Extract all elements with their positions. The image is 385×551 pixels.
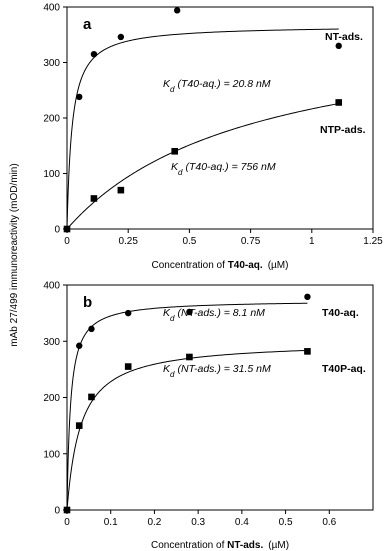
panel-label-b: b bbox=[83, 294, 92, 311]
data-point-t40-aq bbox=[88, 325, 95, 333]
fit-curve-ntp-ads bbox=[66, 103, 339, 230]
x-tick-label: 1.25 bbox=[363, 236, 383, 247]
data-point-ntp-ads bbox=[90, 195, 98, 202]
data-point-ntp-ads bbox=[63, 225, 71, 233]
y-tick-label: 0 bbox=[54, 506, 60, 517]
data-point-nt-ads bbox=[173, 7, 181, 14]
data-point-t40p-aq bbox=[304, 348, 311, 355]
y-ticks-b: 0 100 200 300 400 bbox=[43, 281, 67, 517]
series-label-t40-aq: T40-aq. bbox=[322, 307, 359, 319]
x-tick-label: 0.3 bbox=[191, 517, 205, 528]
series-label-t40p-aq: T40P-aq. bbox=[322, 363, 366, 375]
y-tick-label: 300 bbox=[43, 58, 60, 69]
data-point-t40p-aq bbox=[124, 363, 132, 370]
data-point-t40-aq bbox=[304, 293, 311, 301]
y-tick-label: 200 bbox=[43, 114, 60, 125]
kd-annotation-t40-aq: Kd (NT-ads.) = 8.1 nM bbox=[163, 307, 265, 323]
x-tick-label: 0.6 bbox=[322, 517, 336, 528]
y-axis-label: mAb 27/499 immunoreactivity (mOD/min) bbox=[9, 163, 20, 346]
y-tick-label: 200 bbox=[43, 393, 60, 404]
kd-annotation-ntp-ads: Kd (T40-aq.) = 756 nM bbox=[171, 161, 276, 177]
data-point-t40p-aq bbox=[88, 393, 95, 401]
panel-b: b 0 100 200 300 400 0 0.1 0.2 0.3 0.4 0.5 0.6 T40-… bbox=[43, 281, 374, 551]
data-point-t40-aq bbox=[76, 342, 83, 349]
y-tick-label: 300 bbox=[43, 337, 60, 348]
y-ticks-a: 0 100 200 300 400 bbox=[43, 3, 67, 236]
x-tick-label: 0.25 bbox=[118, 236, 138, 247]
data-point-t40p-aq bbox=[186, 353, 193, 361]
data-point-nt-ads bbox=[117, 33, 125, 41]
x-tick-label: 0.2 bbox=[147, 517, 161, 528]
x-tick-label: 1 bbox=[309, 236, 315, 247]
panel-a: a 0 100 200 300 400 0 0.25 0.5 0.75 1 1.25 NT-ads… bbox=[43, 3, 383, 272]
x-axis-label-a: Concentration of T40-aq. (µM) bbox=[152, 260, 289, 271]
data-points-b bbox=[63, 293, 311, 514]
x-axis-label-b: Concentration of NT-ads. (µM) bbox=[151, 540, 289, 551]
data-point-ntp-ads bbox=[171, 148, 179, 155]
data-point-t40-aq bbox=[125, 309, 132, 317]
y-tick-label: 100 bbox=[43, 449, 60, 460]
fit-curve-t40p-aq bbox=[66, 349, 308, 511]
x-tick-label: 0.4 bbox=[235, 517, 249, 528]
fit-curve-nt-ads bbox=[66, 28, 339, 230]
data-point-ntp-ads bbox=[335, 99, 343, 106]
y-tick-label: 400 bbox=[43, 281, 60, 292]
data-point-t40-aq bbox=[186, 308, 193, 316]
x-tick-label: 0.1 bbox=[104, 517, 118, 528]
x-ticks-a: 0 0.25 0.5 0.75 1 1.25 bbox=[64, 229, 383, 247]
data-point-t40p-aq bbox=[75, 422, 83, 429]
y-tick-label: 0 bbox=[54, 225, 60, 236]
y-tick-label: 100 bbox=[43, 169, 60, 180]
x-tick-label: 0 bbox=[64, 236, 70, 247]
panel-label-a: a bbox=[83, 16, 92, 33]
x-tick-label: 0 bbox=[64, 517, 70, 528]
data-points-a bbox=[63, 7, 343, 233]
x-tick-label: 0.5 bbox=[279, 517, 293, 528]
series-label-nt-ads: NT-ads. bbox=[325, 31, 363, 43]
x-tick-label: 0.5 bbox=[182, 236, 196, 247]
kd-annotation-nt-ads: Kd (T40-aq.) = 20.8 nM bbox=[163, 78, 271, 94]
y-tick-label: 400 bbox=[43, 3, 60, 14]
x-ticks-b: 0 0.1 0.2 0.3 0.4 0.5 0.6 bbox=[64, 510, 337, 528]
series-label-ntp-ads: NTP-ads. bbox=[320, 124, 366, 136]
x-tick-label: 0.75 bbox=[241, 236, 261, 247]
kd-annotation-t40p-aq: Kd (NT-ads.) = 31.5 nM bbox=[163, 363, 271, 379]
data-point-nt-ads bbox=[335, 42, 342, 50]
data-point-t40p-aq bbox=[63, 506, 71, 514]
data-point-nt-ads bbox=[90, 50, 98, 58]
data-point-nt-ads bbox=[76, 93, 83, 101]
fit-curve-t40-aq bbox=[66, 302, 308, 511]
data-point-ntp-ads bbox=[117, 186, 125, 194]
